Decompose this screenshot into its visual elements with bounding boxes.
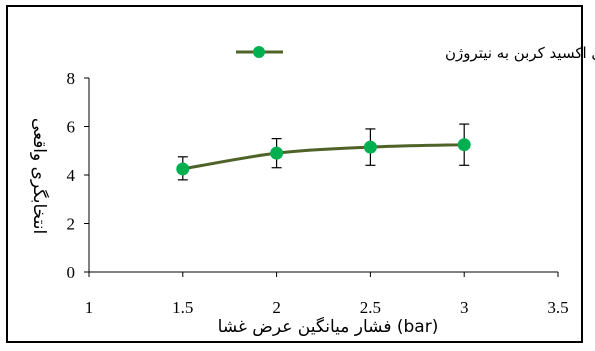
- y-tick-label: 8: [67, 69, 76, 88]
- x-tick-label: 2: [272, 298, 281, 317]
- series-line: [182, 143, 465, 171]
- data-point: [176, 162, 190, 176]
- legend-marker-swatch: [253, 46, 265, 58]
- x-tick-label: 1.5: [172, 298, 193, 317]
- data-point: [363, 140, 377, 154]
- y-tick-label: 6: [67, 118, 76, 137]
- y-tick-label: 4: [67, 166, 76, 185]
- legend: دی اکسید کربن به نیتروژن: [236, 44, 595, 62]
- axes: [88, 78, 558, 273]
- legend-label: دی اکسید کربن به نیتروژن: [445, 44, 595, 62]
- x-tick-label: 3.5: [547, 298, 568, 317]
- x-ticks: 1 1.5 2 2.5 3 3.5: [85, 272, 569, 317]
- chart-frame: [6, 5, 583, 343]
- data-point: [270, 146, 284, 160]
- x-tick-label: 3: [460, 298, 469, 317]
- x-tick-label: 1: [85, 298, 94, 317]
- data-point: [457, 138, 471, 152]
- y-ticks: 0 2 4 6 8: [67, 69, 89, 282]
- y-tick-label: 2: [67, 215, 76, 234]
- x-tick-label: 2.5: [360, 298, 381, 317]
- y-tick-label: 0: [67, 263, 76, 282]
- x-axis-title: فشار میانگین عرض غشا (bar): [218, 316, 439, 337]
- series-group: [176, 123, 471, 181]
- y-axis-title: انتخابگری واقعی: [29, 118, 50, 234]
